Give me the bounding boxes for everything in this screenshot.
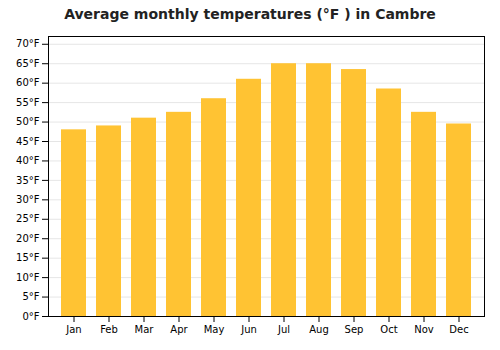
svg-text:15°F: 15°F <box>16 252 40 263</box>
html-text:Average monthly temperatures (: Average monthly temperatures (°F ) in Ca… <box>64 6 436 22</box>
svg-text:Dec: Dec <box>449 324 468 335</box>
svg-text:25°F: 25°F <box>16 213 40 224</box>
svg-text:Sep: Sep <box>345 324 364 335</box>
svg-text:5°F: 5°F <box>22 291 39 302</box>
svg-text:20°F: 20°F <box>16 233 40 244</box>
svg-text:65°F: 65°F <box>16 58 40 69</box>
svg-text:40°F: 40°F <box>16 155 40 166</box>
svg-text:Nov: Nov <box>414 324 434 335</box>
svg-text:Feb: Feb <box>100 324 118 335</box>
svg-text:Apr: Apr <box>170 324 188 335</box>
svg-text:35°F: 35°F <box>16 175 40 186</box>
svg-text:Jul: Jul <box>277 324 290 335</box>
svg-text:Oct: Oct <box>380 324 397 335</box>
svg-text:Jun: Jun <box>240 324 257 335</box>
svg-text:60°F: 60°F <box>16 77 40 88</box>
svg-text:Mar: Mar <box>135 324 155 335</box>
svg-text:55°F: 55°F <box>16 97 40 108</box>
svg-text:May: May <box>204 324 225 335</box>
svg-text:0°F: 0°F <box>22 311 39 322</box>
svg-text:Jan: Jan <box>65 324 81 335</box>
svg-text:50°F: 50°F <box>16 116 40 127</box>
svg-text:30°F: 30°F <box>16 194 40 205</box>
svg-text:45°F: 45°F <box>16 136 40 147</box>
svg-text:70°F: 70°F <box>16 38 40 49</box>
svg-text:Aug: Aug <box>309 324 329 335</box>
svg-text:10°F: 10°F <box>16 272 40 283</box>
